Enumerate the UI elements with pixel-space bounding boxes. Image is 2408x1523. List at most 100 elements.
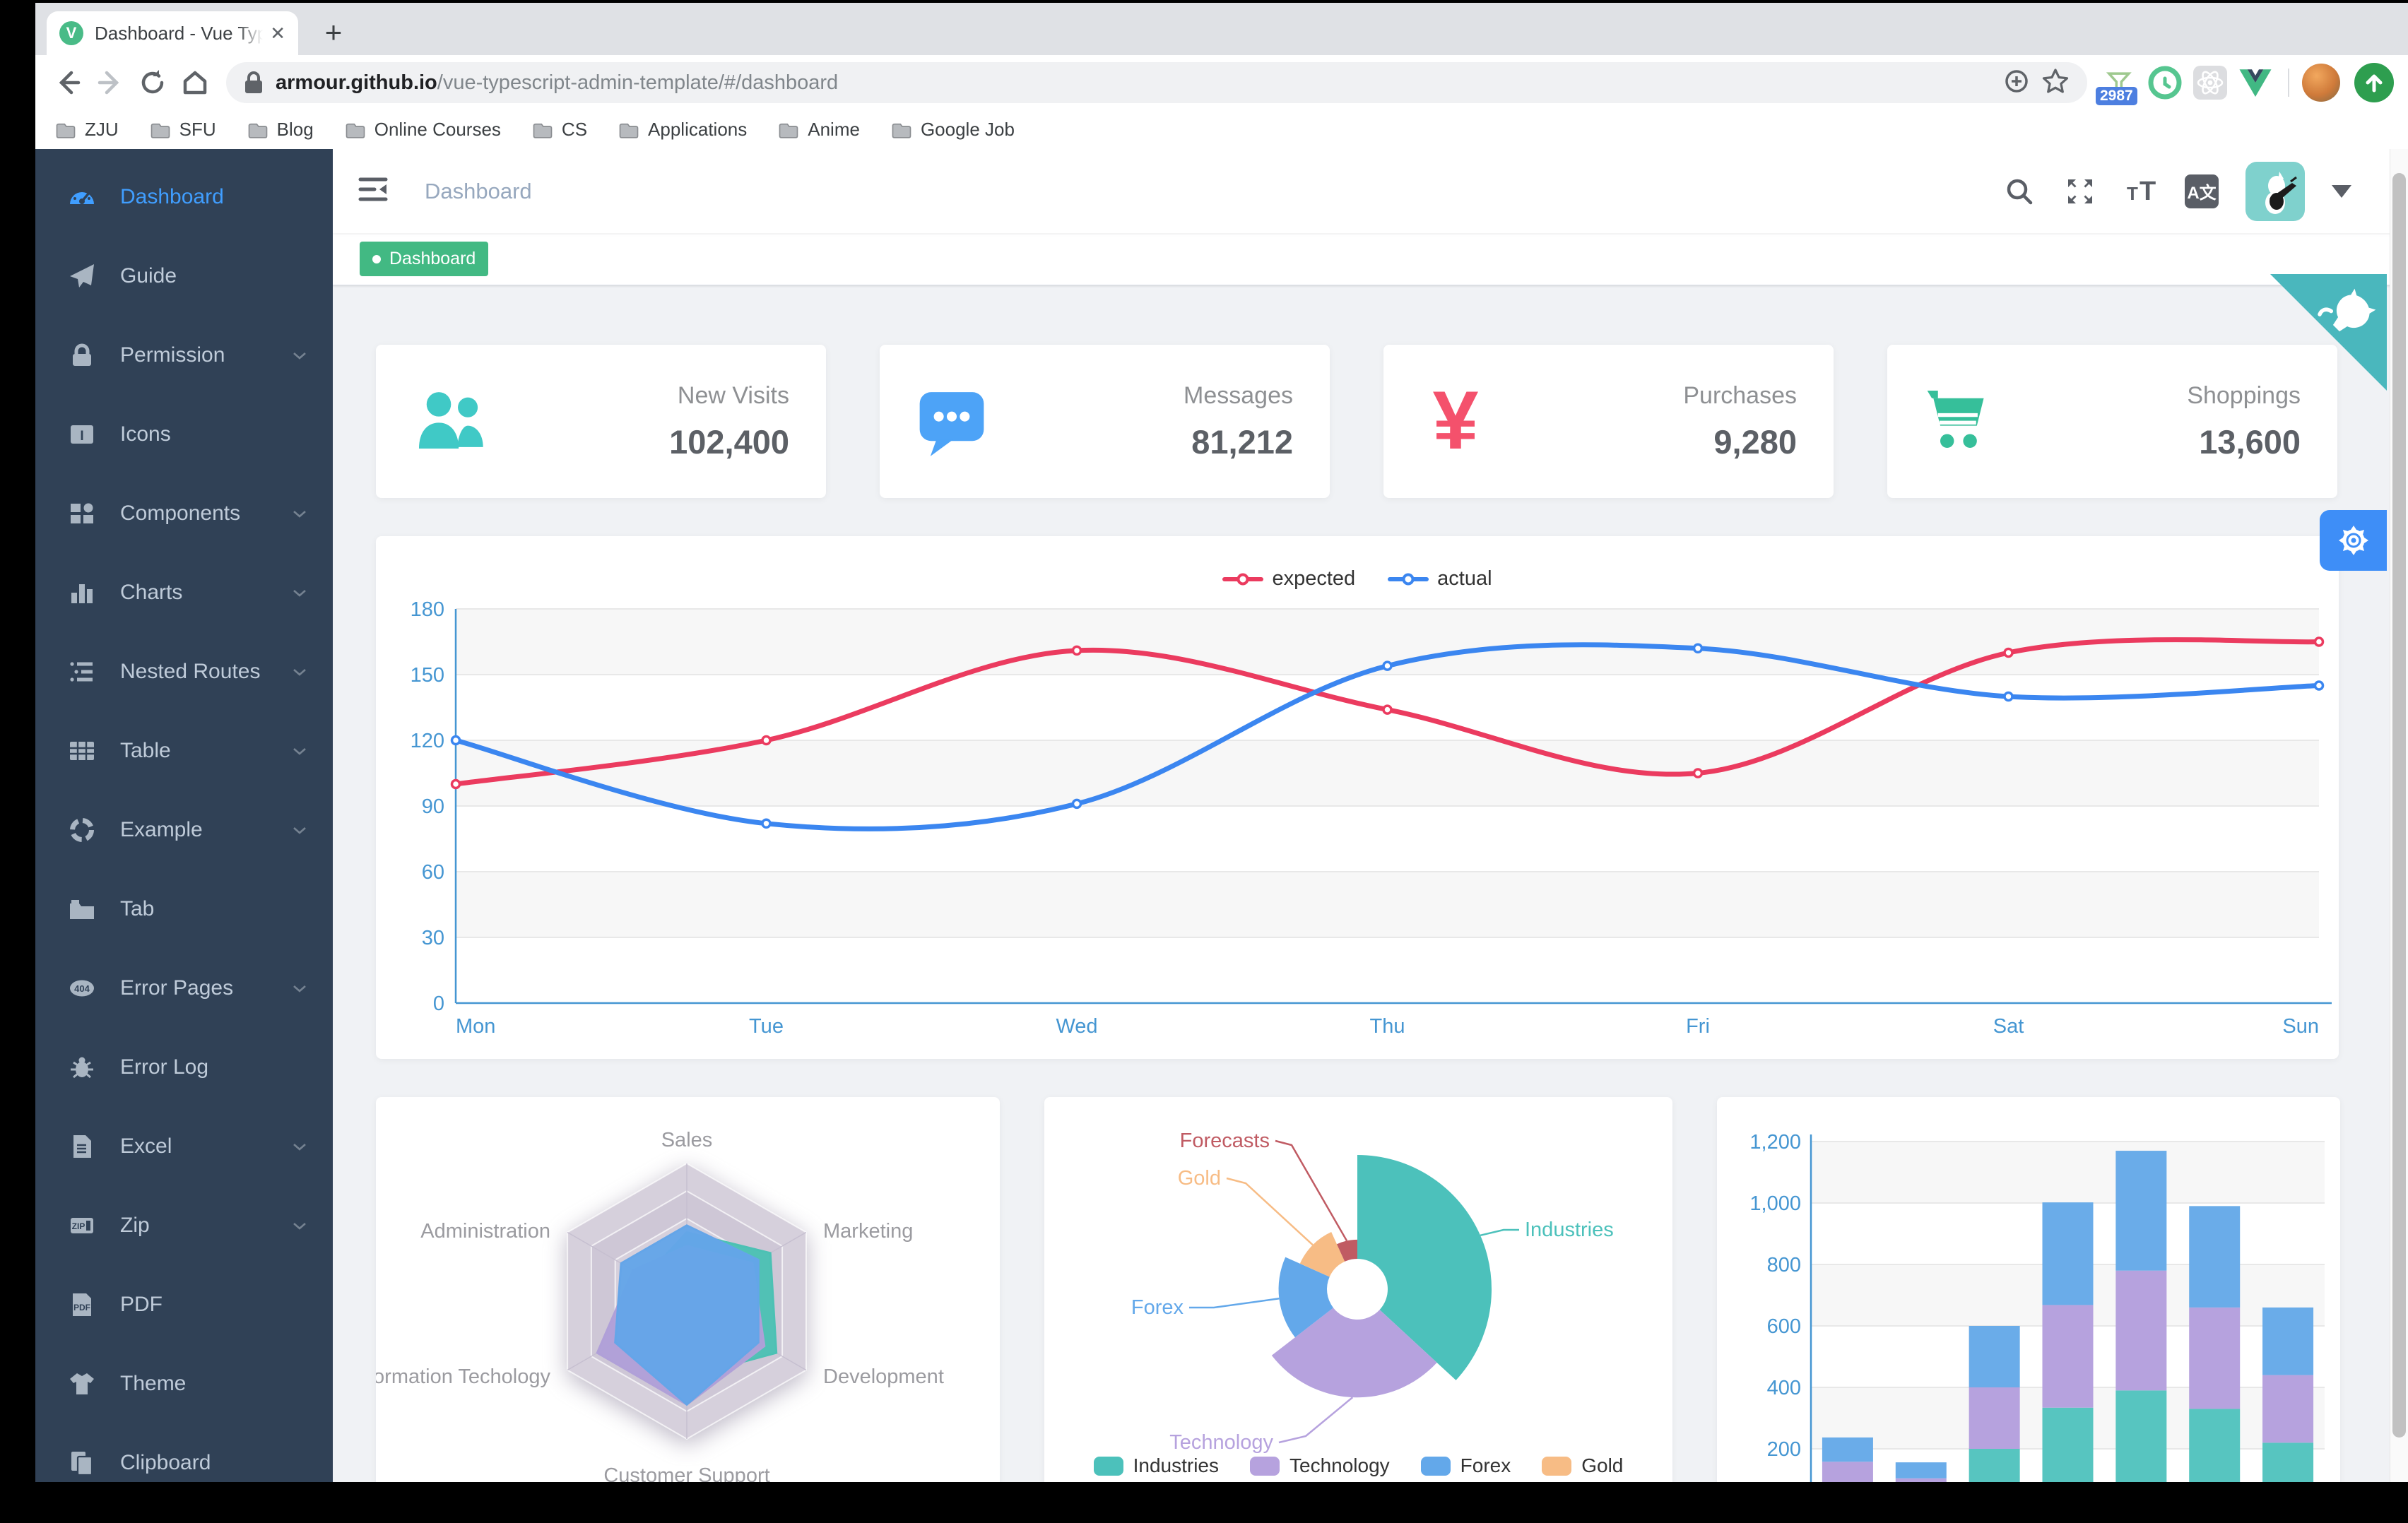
url-text: armour.github.io/vue-typescript-admin-te…	[276, 71, 1993, 95]
extension-badge: 2987	[2096, 87, 2137, 105]
bookmark-item[interactable]: Applications	[618, 119, 747, 141]
address-bar[interactable]: armour.github.io/vue-typescript-admin-te…	[226, 62, 2087, 103]
home-icon[interactable]	[177, 64, 213, 101]
sidebar-item-permission[interactable]: Permission	[35, 316, 333, 395]
pie-legend-item-technology[interactable]: Technology	[1250, 1454, 1390, 1477]
sidebar-item-theme[interactable]: Theme	[35, 1344, 333, 1423]
back-icon[interactable]	[49, 64, 86, 101]
bookmarks-bar: ZJU SFU Blog Online Courses CS Applications An…	[35, 110, 2408, 149]
translate-icon[interactable]: A文	[2185, 174, 2219, 208]
folder-icon	[68, 895, 96, 923]
table-icon	[68, 737, 96, 765]
svg-text:Industries: Industries	[1525, 1219, 1614, 1241]
search-icon[interactable]	[2002, 174, 2036, 208]
browser-tab[interactable]: V Dashboard - Vue Typescript Ad ✕	[47, 11, 298, 55]
svg-text:Sun: Sun	[2282, 1015, 2319, 1038]
sidebar-item-clipboard[interactable]: Clipboard	[35, 1423, 333, 1482]
bar-chart-card: 200 400 600 800 1,000 1,200	[1717, 1097, 2340, 1482]
pie-legend-item-gold[interactable]: Gold	[1542, 1454, 1623, 1477]
bar-chart[interactable]: 200 400 600 800 1,000 1,200	[1717, 1097, 2340, 1482]
svg-text:404: 404	[74, 983, 90, 994]
tab-close-icon[interactable]: ✕	[270, 22, 285, 44]
radar-chart[interactable]: Sales Administration Information Techology…	[376, 1097, 1000, 1482]
tag-label: Dashboard	[389, 249, 476, 268]
sidebar-item-label: Components	[120, 502, 241, 525]
stat-card-new-visits[interactable]: New Visits 102,400	[376, 345, 826, 498]
fullscreen-icon[interactable]	[2063, 174, 2097, 208]
bookmark-item[interactable]: Online Courses	[345, 119, 501, 141]
sidebar-item-icons[interactable]: I Icons	[35, 395, 333, 474]
stat-label: New Visits	[677, 381, 789, 409]
bookmark-star-icon[interactable]	[2041, 66, 2070, 100]
bookmark-item[interactable]: Anime	[778, 119, 860, 141]
user-avatar[interactable]	[2245, 161, 2305, 221]
line-chart-legend: expected actual	[376, 567, 2339, 591]
example-icon	[68, 816, 96, 844]
bookmark-item[interactable]: Blog	[247, 119, 314, 141]
folder-icon	[56, 123, 76, 138]
new-tab-button[interactable]: +	[324, 16, 343, 49]
sidebar-item-charts[interactable]: Charts	[35, 553, 333, 632]
pie-legend-item-industries[interactable]: Industries	[1093, 1454, 1219, 1477]
github-corner-ribbon[interactable]	[2270, 274, 2387, 391]
sidebar-item-zip[interactable]: ZIP Zip	[35, 1186, 333, 1265]
chevron-down-icon	[293, 1223, 306, 1230]
bug-icon	[68, 1053, 96, 1081]
stat-card-purchases[interactable]: ¥ Purchases 9,280	[1383, 345, 1834, 498]
bookmark-item[interactable]: ZJU	[55, 119, 119, 141]
breadcrumb: Dashboard	[425, 178, 532, 203]
extension-green-ring-icon[interactable]	[2145, 63, 2185, 102]
tag-dashboard[interactable]: Dashboard	[360, 242, 489, 276]
bookmark-item[interactable]: SFU	[150, 119, 216, 141]
sidebar-item-label: Error Pages	[120, 976, 234, 1000]
sidebar-item-excel[interactable]: Excel	[35, 1107, 333, 1186]
legend-item-expected[interactable]: expected	[1222, 567, 1355, 591]
hamburger-icon[interactable]	[355, 172, 391, 211]
sidebar-item-guide[interactable]: Guide	[35, 237, 333, 316]
sidebar-item-nested-routes[interactable]: Nested Routes	[35, 632, 333, 711]
sidebar-item-tab[interactable]: Tab	[35, 870, 333, 949]
reload-icon[interactable]	[134, 64, 171, 101]
guide-icon	[68, 262, 96, 290]
stat-card-shoppings[interactable]: Shoppings 13,600	[1887, 345, 2337, 498]
peoples-icon	[410, 381, 486, 461]
sidebar-item-label: Tab	[120, 897, 155, 920]
stat-card-messages[interactable]: Messages 81,212	[880, 345, 1330, 498]
settings-panel-button[interactable]	[2320, 510, 2387, 571]
sidebar-item-example[interactable]: Example	[35, 790, 333, 870]
chrome-update-icon[interactable]	[2354, 63, 2394, 102]
line-chart-card: 0 30 60 90 120 150 180 Mon Tue Wed Thu Fri Sat Sun ex…	[376, 536, 2339, 1059]
svg-text:I: I	[80, 429, 83, 444]
bookmark-item[interactable]: Google Job	[891, 119, 1015, 141]
pie-chart-card: Industries Technology Forex Gold Forecasts I…	[1044, 1097, 1672, 1482]
legend-label: Technology	[1289, 1454, 1390, 1476]
legend-label: Forex	[1460, 1454, 1511, 1476]
bookmark-item[interactable]: CS	[532, 119, 587, 141]
caret-down-icon[interactable]	[2332, 184, 2351, 198]
scrollbar-thumb[interactable]	[2392, 173, 2406, 1438]
sidebar-item-error-pages[interactable]: 404 Error Pages	[35, 949, 333, 1028]
tab-title: Dashboard - Vue Typescript Ad	[95, 22, 264, 44]
extension-vue-devtools-icon[interactable]	[2236, 63, 2275, 102]
extension-react-devtools-icon[interactable]	[2190, 63, 2230, 102]
stat-label: Purchases	[1683, 381, 1797, 409]
bookmark-label: Applications	[648, 119, 748, 140]
sidebar-item-table[interactable]: Table	[35, 711, 333, 790]
sidebar-item-pdf[interactable]: PDF PDF	[35, 1265, 333, 1344]
line-chart[interactable]: 0 30 60 90 120 150 180 Mon Tue Wed Thu Fri Sat Sun	[376, 536, 2339, 1059]
pie-legend-item-forex[interactable]: Forex	[1420, 1454, 1511, 1477]
extension-tab-manager-icon[interactable]: 2987	[2096, 63, 2140, 105]
sidebar-item-error-log[interactable]: Error Log	[35, 1028, 333, 1107]
zoom-plus-icon[interactable]	[2002, 67, 2031, 99]
components-icon	[68, 499, 96, 528]
svg-text:Fri: Fri	[1686, 1015, 1710, 1038]
forward-icon[interactable]	[92, 64, 129, 101]
page-scrollbar[interactable]	[2390, 149, 2408, 1482]
sidebar-item-components[interactable]: Components	[35, 474, 333, 553]
sidebar-item-dashboard[interactable]: Dashboard	[35, 158, 333, 237]
legend-item-actual[interactable]: actual	[1388, 567, 1492, 591]
chrome-profile-avatar[interactable]	[2302, 64, 2340, 102]
chevron-down-icon	[293, 590, 306, 597]
